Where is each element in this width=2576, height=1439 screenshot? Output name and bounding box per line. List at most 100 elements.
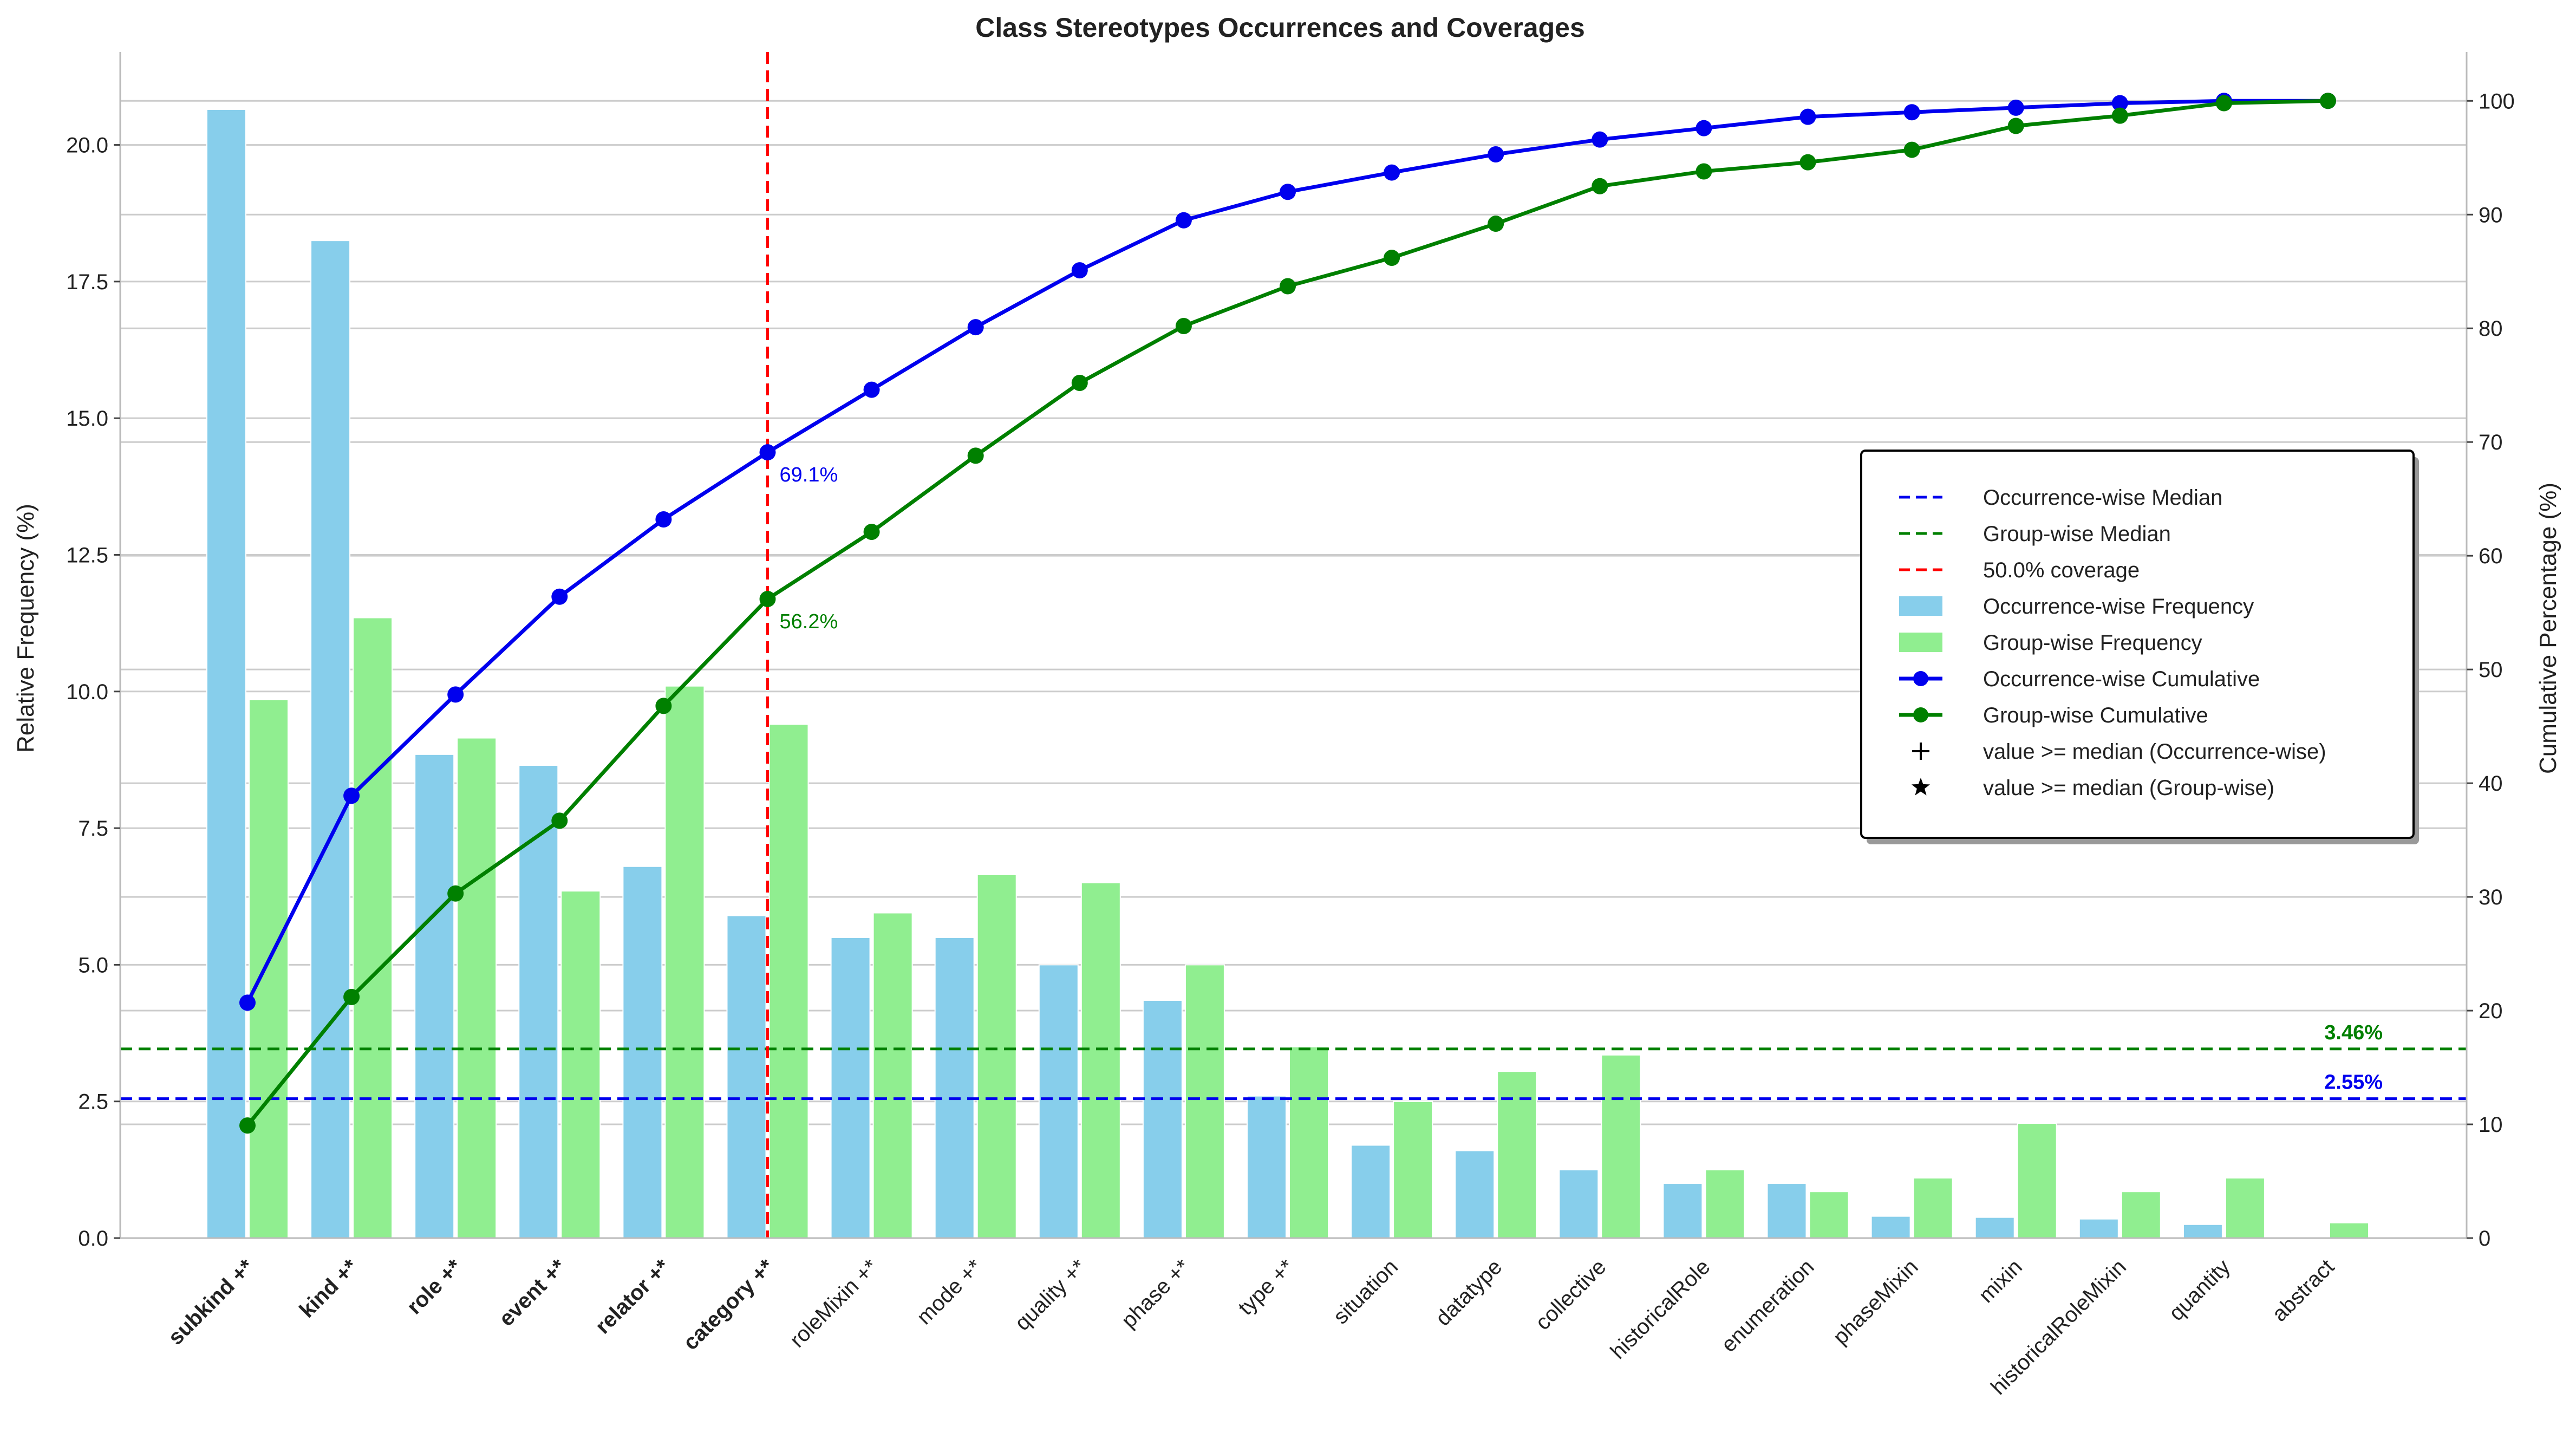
bar-group-frequency (560, 890, 601, 1239)
x-tick-label: collective (1531, 1255, 1610, 1334)
y2-tick-label: 60 (2479, 544, 2503, 568)
bar-group-frequency (976, 874, 1017, 1239)
bar-occurrence-frequency (934, 936, 975, 1239)
x-tick-label: subkind +* (164, 1255, 258, 1350)
legend-label: Group-wise Frequency (1983, 631, 2202, 655)
bar-occurrence-frequency (2078, 1218, 2119, 1239)
x-tick-label: category +* (679, 1255, 779, 1355)
legend-label: value >= median (Occurrence-wise) (1983, 740, 2326, 764)
cumulative-point (239, 1117, 256, 1134)
bar-group-frequency (1705, 1169, 1745, 1239)
y-tick-label: 12.5 (66, 543, 108, 567)
bar-occurrence-frequency (1142, 999, 1183, 1239)
y2-tick-label: 80 (2479, 317, 2503, 341)
cumulative-point (1799, 108, 1816, 125)
y2-tick-label: 0 (2479, 1227, 2490, 1251)
cumulative-point (1695, 163, 1712, 180)
bar-group-frequency (1497, 1071, 1537, 1239)
bar-occurrence-frequency (622, 865, 663, 1239)
bar-occurrence-frequency (1558, 1169, 1599, 1239)
legend-label: Group-wise Median (1983, 522, 2171, 546)
cumulative-point (239, 994, 256, 1011)
x-tick-label: relator +* (591, 1255, 675, 1339)
x-tick-label: abstract (2267, 1255, 2339, 1326)
legend: Occurrence-wise Median Group-wise Median 5… (1860, 450, 2419, 844)
bar-group-frequency (768, 724, 809, 1239)
x-tick-label: role +* (402, 1255, 467, 1319)
cumulative-point (343, 988, 360, 1005)
cumulative-point (1071, 375, 1088, 392)
bar-group-frequency (1601, 1054, 1641, 1239)
bar-occurrence-frequency (1351, 1144, 1391, 1239)
x-tick-label: datatype (1431, 1255, 1507, 1331)
cumulative-point (343, 787, 360, 804)
cumulative-point (447, 686, 464, 703)
cumulative-point (447, 885, 464, 902)
bar-group-frequency (353, 617, 393, 1239)
x-tick-label: enumeration (1717, 1255, 1818, 1357)
bar-group-frequency (2017, 1123, 2057, 1239)
cumulative-point (1071, 262, 1088, 279)
cumulative-point (551, 812, 568, 829)
cumulative-point (1903, 141, 1920, 158)
x-tick-label: phaseMixin (1829, 1255, 1923, 1349)
bar-occurrence-frequency (1870, 1215, 1911, 1239)
y2-tick-label: 40 (2479, 772, 2503, 796)
cumulative-point (655, 698, 672, 714)
bar-occurrence-frequency (1455, 1150, 1495, 1239)
y-axis-label: Relative Frequency (%) (12, 504, 39, 753)
cumulative-point (2320, 93, 2336, 109)
bar-occurrence-frequency (206, 108, 246, 1239)
cumulative-point (1384, 164, 1400, 181)
x-tick-label: kind +* (295, 1255, 363, 1323)
legend-dot-marker (1913, 671, 1928, 686)
bar-occurrence-frequency (1038, 964, 1079, 1239)
bar-group-frequency (1184, 964, 1225, 1239)
cumulative-point (551, 588, 568, 605)
cumulative-lines: 69.1% 56.2% (239, 93, 2336, 1134)
cumulative-point (2007, 99, 2024, 116)
bar-group-frequency (2121, 1191, 2161, 1239)
x-tick-label: situation (1329, 1255, 1403, 1329)
cumulative-point (1799, 154, 1816, 171)
y-tick-label: 0.0 (78, 1227, 108, 1251)
bar-occurrence-frequency (830, 936, 871, 1239)
bar-group-frequency (664, 685, 705, 1239)
y2-tick-label: 100 (2479, 89, 2515, 113)
x-tick-label: phase +* (1117, 1255, 1195, 1333)
legend-label: Occurrence-wise Median (1983, 486, 2222, 510)
cumulative-point (2111, 95, 2128, 112)
x-tick-label: event +* (494, 1255, 571, 1331)
y-tick-label: 2.5 (78, 1090, 108, 1114)
bar-group-frequency (2329, 1222, 2369, 1239)
x-tick-label: historicalRole (1606, 1255, 1715, 1364)
y-tick-label: 5.0 (78, 953, 108, 977)
median-label: 3.46% (2324, 1021, 2383, 1044)
cumulative-point (1488, 216, 1504, 232)
cumulative-point (1488, 146, 1504, 162)
bar-occurrence-frequency (1247, 1095, 1287, 1239)
y-tick-label: 10.0 (66, 680, 108, 704)
bar-group-frequency (1393, 1101, 1433, 1239)
cumulative-point (863, 381, 880, 398)
cumulative-point (1175, 318, 1192, 335)
y-tick-label: 17.5 (66, 270, 108, 294)
cumulative-point (967, 319, 984, 336)
cumulative-point (1903, 104, 1920, 121)
y2-tick-label: 10 (2479, 1113, 2503, 1137)
bar-group-frequency (249, 699, 289, 1239)
x-tick-label: quantity (2164, 1255, 2235, 1325)
legend-label: Occurrence-wise Frequency (1983, 595, 2254, 618)
cumulative-point (1384, 250, 1400, 266)
reference-lines: 2.55% 3.46% (120, 52, 2467, 1238)
bar-occurrence-frequency (1766, 1183, 1807, 1239)
bar-group-frequency (1080, 882, 1121, 1239)
cumulative-point (1695, 120, 1712, 136)
cumulative-point (2007, 118, 2024, 134)
bar-occurrence-frequency (310, 240, 351, 1239)
bar-group-frequency (1913, 1177, 1953, 1239)
bar-occurrence-frequency (1662, 1183, 1703, 1239)
legend-label: value >= median (Group-wise) (1983, 776, 2274, 800)
bar-occurrence-frequency (726, 915, 767, 1239)
